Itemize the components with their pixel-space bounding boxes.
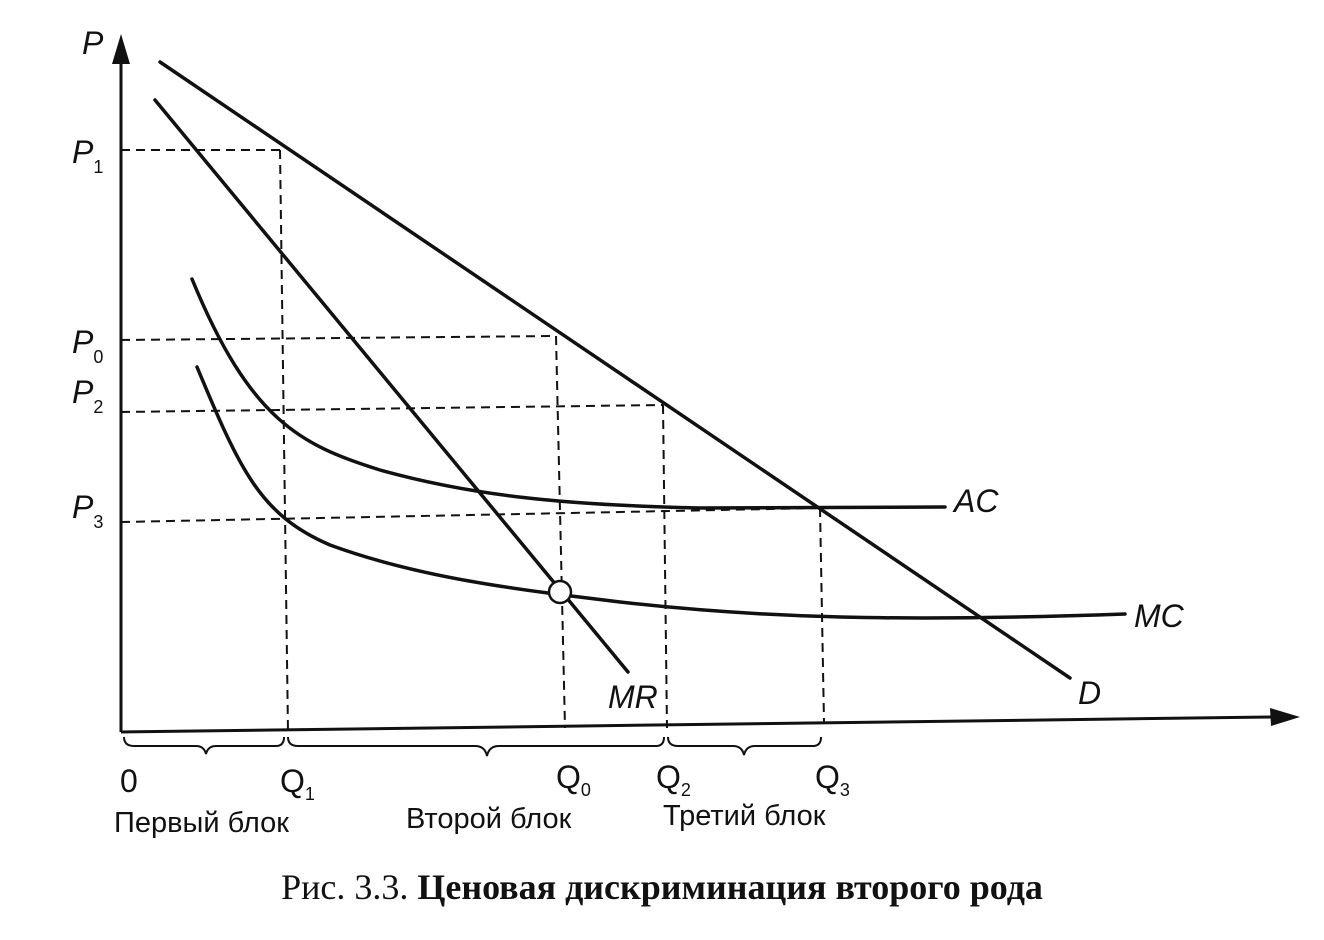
marginal-revenue-label: MR — [608, 679, 658, 715]
guide-p2 — [120, 404, 664, 413]
caption-title: Ценовая дискриминация второго рода — [417, 867, 1043, 907]
tick-q3: Q3 — [815, 759, 850, 800]
x-axis-arrow — [1270, 708, 1300, 726]
tick-p3: P3 — [72, 489, 103, 532]
block-braces — [123, 736, 822, 757]
guide-q0 — [555, 335, 566, 729]
curves — [153, 60, 1127, 680]
demand-curve — [158, 60, 1072, 680]
guide-p0 — [120, 335, 557, 341]
marginal-revenue-curve — [153, 98, 630, 674]
guide-q2 — [662, 404, 668, 729]
tick-p1: P1 — [72, 134, 103, 177]
tick-q2: Q2 — [656, 759, 691, 800]
block-label-second: Второй блок — [406, 803, 572, 835]
marginal-cost-label: MC — [1134, 598, 1185, 634]
average-cost-curve — [190, 277, 947, 510]
y-axis-label: P — [82, 25, 104, 61]
demand-label: D — [1078, 675, 1101, 711]
guide-lines — [120, 149, 825, 733]
block-label-third: Третий блок — [663, 800, 826, 832]
mr-mc-intersection — [547, 579, 573, 605]
caption-number: Рис. 3.3. — [281, 867, 409, 907]
figure-caption: Рис. 3.3. Ценовая дискриминация второго … — [0, 866, 1324, 908]
guide-q1 — [279, 149, 289, 733]
tick-q0: Q0 — [556, 759, 591, 800]
marginal-cost-curve — [195, 365, 1127, 620]
brace-first-block — [123, 736, 285, 755]
average-cost-label: AC — [952, 483, 999, 519]
x-axis — [120, 715, 1273, 734]
brace-third-block — [667, 736, 822, 756]
tick-q1: Q1 — [280, 763, 315, 804]
guide-p3 — [120, 507, 821, 523]
axes — [112, 34, 1300, 734]
brace-second-block — [287, 736, 665, 757]
y-axis-arrow — [112, 34, 130, 64]
tick-p0: P0 — [72, 324, 103, 367]
block-label-first: Первый блок — [114, 807, 289, 839]
origin-label: 0 — [120, 763, 138, 799]
tick-p2: P2 — [72, 374, 103, 417]
